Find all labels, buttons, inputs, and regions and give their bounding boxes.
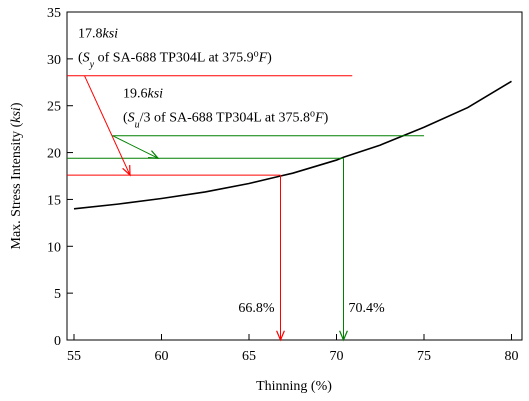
y-axis-label: Max. Stress Intensity (ksi) <box>9 102 24 249</box>
text-part: ksi <box>103 27 119 42</box>
guide-label: 70.4% <box>349 301 386 316</box>
x-tick-label: 75 <box>417 349 431 364</box>
x-tick-label: 70 <box>330 349 344 364</box>
guide-label: 66.8% <box>238 301 275 316</box>
y-tick-label: 35 <box>47 6 61 21</box>
y-tick-label: 20 <box>47 147 61 162</box>
text-part: ) <box>324 111 329 126</box>
y-tick-label: 30 <box>47 53 61 68</box>
arrowhead <box>147 150 160 159</box>
x-axis-label: Thinning (%) <box>256 379 332 394</box>
annotation-arrow <box>84 75 131 176</box>
text-part: 17.8 <box>78 27 103 42</box>
arrowhead <box>122 165 131 177</box>
annotation-text: 19.6ksi <box>123 87 163 102</box>
arrowhead <box>276 330 285 342</box>
text-part: Max. Stress Intensity ( <box>9 122 24 249</box>
text-part: u <box>135 119 140 130</box>
text-part: ksi <box>9 107 24 123</box>
annotation-arrow <box>112 135 159 159</box>
y-tick-label: 10 <box>47 240 61 255</box>
text-part: o <box>254 48 259 59</box>
text-part: /3 of SA-688 TP304L at 375.8 <box>140 111 310 126</box>
text-part: S <box>128 111 135 126</box>
annotation-text: (Su/3 of SA-688 TP304L at 375.8oF) <box>123 108 329 130</box>
text-part: o <box>310 108 315 119</box>
text-part: F <box>258 51 268 66</box>
x-tick-label: 80 <box>505 349 519 364</box>
text-part: ( <box>123 111 128 126</box>
x-tick-label: 55 <box>67 349 81 364</box>
x-tick-label: 65 <box>242 349 256 364</box>
text-part: ) <box>267 51 272 66</box>
text-part: S <box>83 51 90 66</box>
text-part: 19.6 <box>123 87 148 102</box>
text-part: of SA-688 TP304L at 375.9 <box>94 51 253 66</box>
arrowhead <box>339 330 348 342</box>
annotation-text: 17.8ksi <box>78 27 118 42</box>
y-tick-label: 25 <box>47 100 61 115</box>
text-part: ksi <box>148 87 164 102</box>
y-tick-label: 0 <box>54 334 61 349</box>
data-line <box>73 80 512 210</box>
annotation-text: (Sy of SA-688 TP304L at 375.9oF) <box>78 48 272 70</box>
text-part: ) <box>9 102 24 107</box>
text-part: ( <box>78 51 83 66</box>
text-part: F <box>314 111 324 126</box>
x-tick-label: 60 <box>155 349 169 364</box>
y-tick-label: 15 <box>47 193 61 208</box>
plot-frame <box>66 11 523 341</box>
y-tick-label: 5 <box>54 287 61 302</box>
text-part: y <box>89 59 95 70</box>
